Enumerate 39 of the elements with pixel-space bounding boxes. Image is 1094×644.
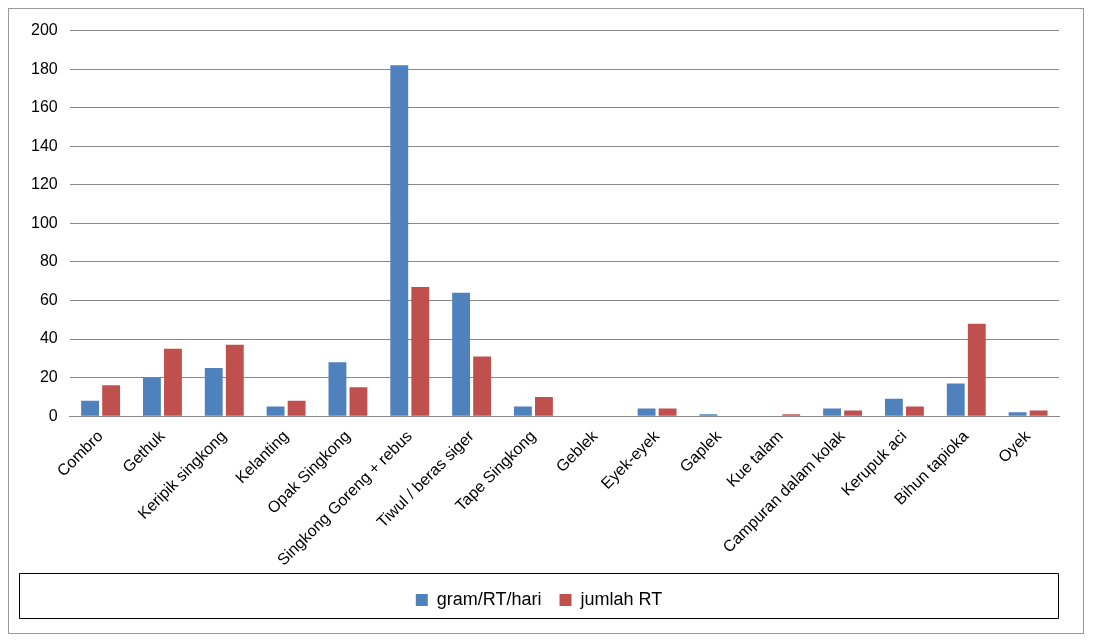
y-tick-label: 0 (48, 406, 58, 424)
bar (535, 396, 553, 416)
bar (411, 287, 430, 416)
y-tick-label: 140 (30, 136, 58, 154)
bar (143, 377, 161, 416)
bar (967, 323, 986, 416)
bar (164, 348, 182, 416)
y-tick-label: 20 (39, 368, 58, 386)
y-tick-label: 80 (39, 252, 58, 270)
y-tick-label: 180 (30, 59, 58, 77)
y-tick-label: 200 (30, 21, 58, 39)
bar (906, 406, 924, 416)
bar (102, 385, 121, 416)
bar (658, 408, 677, 416)
y-tick-label: 100 (30, 213, 58, 231)
bar (946, 383, 965, 416)
y-tick-label: 160 (30, 98, 58, 116)
bar (287, 400, 306, 416)
y-tick-label: 120 (30, 175, 58, 193)
bar (823, 408, 842, 416)
bar (204, 367, 223, 416)
bar (328, 362, 347, 416)
bar (473, 356, 492, 416)
bar (266, 406, 285, 416)
bar (452, 292, 471, 416)
bar (225, 344, 244, 416)
bar (81, 400, 100, 416)
bar (1029, 410, 1048, 416)
y-tick-label: 40 (39, 329, 58, 347)
bar (1008, 412, 1027, 416)
legend-label: gram/RT/hari (436, 588, 542, 609)
bar (637, 408, 656, 416)
y-tick-label: 60 (39, 290, 58, 308)
bar (349, 387, 368, 416)
legend-label: jumlah RT (579, 588, 663, 609)
bar (513, 406, 532, 416)
bar (844, 410, 863, 416)
bar (884, 398, 903, 416)
bar (390, 65, 409, 416)
